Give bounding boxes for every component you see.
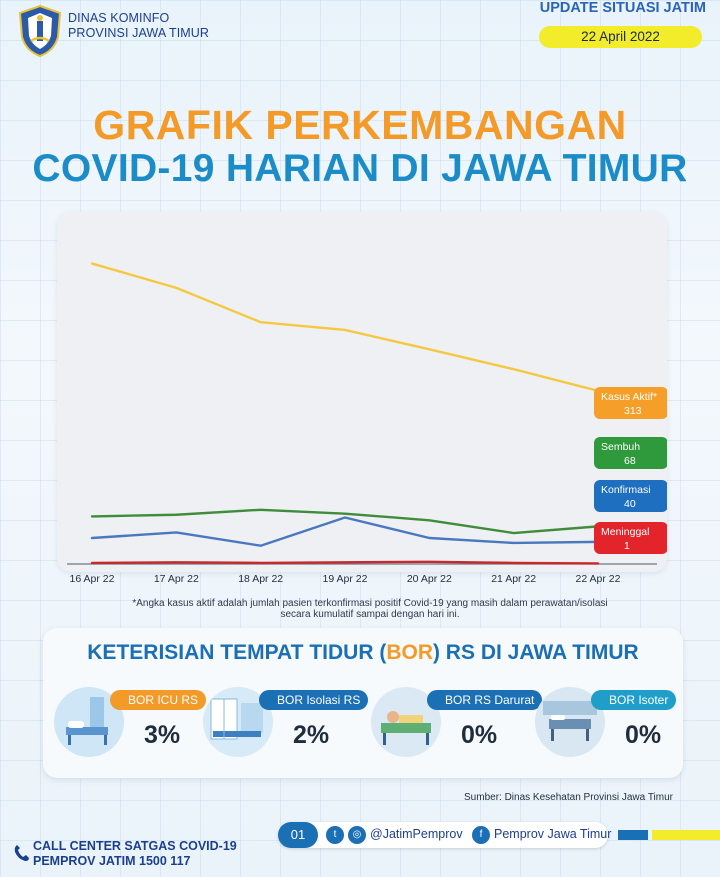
page-number: 01 bbox=[278, 822, 318, 848]
phone-icon bbox=[14, 845, 29, 861]
line-chart: 16 Apr 22 17 Apr 22 18 Apr 22 19 Apr 22 20 A… bbox=[67, 262, 667, 585]
org-line2: PROVINSI JAWA TIMUR bbox=[68, 26, 210, 40]
bor-title: KETERISIAN TEMPAT TIDUR (BOR) RS DI JAWA… bbox=[43, 641, 683, 665]
x-tick-label: 20 Apr 22 bbox=[407, 573, 452, 585]
x-tick-label: 22 Apr 22 bbox=[576, 573, 621, 585]
series-tag-label: Konfirmasi bbox=[601, 484, 651, 496]
series-tag bbox=[594, 480, 667, 512]
bor-value: 2% bbox=[293, 721, 330, 749]
x-tick-label: 18 Apr 22 bbox=[238, 573, 283, 585]
series-line-kasusaktif bbox=[90, 262, 600, 393]
headline-line2: COVID-19 HARIAN DI JAWA TIMUR bbox=[32, 147, 688, 190]
bor-value: 0% bbox=[461, 721, 498, 749]
series-tag bbox=[594, 387, 667, 419]
instagram-icon[interactable]: ◎ bbox=[348, 826, 366, 844]
series-tag-label: Meninggal bbox=[601, 526, 649, 538]
call-center-line2: PEMPROV JATIM 1500 117 bbox=[33, 854, 191, 868]
emergency-bed-icon bbox=[371, 687, 441, 757]
x-tick-label: 17 Apr 22 bbox=[154, 573, 199, 585]
series-tag-value: 1 bbox=[624, 540, 630, 552]
update-date-badge: 22 April 2022 bbox=[539, 26, 702, 48]
bor-value: 3% bbox=[144, 721, 181, 749]
series-line-konfirmasi bbox=[90, 516, 600, 547]
chart-panel: 16 Apr 22 17 Apr 22 18 Apr 22 19 Apr 22 20 A… bbox=[57, 212, 667, 585]
bor-title-post: ) RS DI JAWA TIMUR bbox=[432, 641, 639, 664]
x-tick-label: 21 Apr 22 bbox=[491, 573, 536, 585]
headline-line1: GRAFIK PERKEMBANGAN bbox=[93, 102, 627, 148]
bor-label: BOR ICU RS bbox=[110, 690, 207, 710]
bor-title-pre: KETERISIAN TEMPAT TIDUR ( bbox=[87, 641, 387, 664]
series-tag-label: Kasus Aktif* bbox=[601, 391, 657, 403]
footnote-line1: *Angka kasus aktif adalah jumlah pasien … bbox=[132, 598, 608, 609]
series-tag-value: 40 bbox=[624, 498, 636, 510]
bor-card-isolasi: BOR Isolasi RS 2% bbox=[203, 687, 369, 757]
bor-card-icu: BOR ICU RS 3% bbox=[54, 687, 207, 757]
call-center-line1: CALL CENTER SATGAS COVID-19 bbox=[33, 839, 237, 853]
org-line1: DINAS KOMINFO bbox=[68, 11, 170, 25]
series-tag-value: 68 bbox=[624, 455, 636, 467]
province-logo bbox=[18, 5, 62, 57]
bor-value: 0% bbox=[625, 721, 662, 749]
bor-label: BOR Isoter bbox=[591, 690, 677, 710]
chart-footnote: *Angka kasus aktif adalah jumlah pasien … bbox=[60, 598, 680, 620]
call-center: CALL CENTER SATGAS COVID-19 PEMPROV JATI… bbox=[33, 839, 237, 869]
x-tick-label: 16 Apr 22 bbox=[70, 573, 115, 585]
series-line-meninggal bbox=[90, 560, 600, 565]
series-line-sembuh bbox=[90, 508, 600, 535]
org-name: DINAS KOMINFO PROVINSI JAWA TIMUR bbox=[68, 11, 209, 41]
bor-label: BOR Isolasi RS bbox=[259, 690, 369, 710]
series-tag-value: 313 bbox=[624, 405, 642, 417]
footnote-line2: secara kumulatif sampai dengan hari ini. bbox=[280, 609, 460, 620]
bor-card-darurat: BOR RS Darurat 0% bbox=[371, 687, 543, 757]
series-tag bbox=[594, 522, 667, 554]
social-handle[interactable]: @JatimPemprov bbox=[370, 827, 463, 841]
footer-stripe-blue bbox=[618, 830, 648, 840]
bor-panel: KETERISIAN TEMPAT TIDUR (BOR) RS DI JAWA… bbox=[43, 628, 683, 778]
x-tick-label: 19 Apr 22 bbox=[323, 573, 368, 585]
facebook-icon[interactable]: f bbox=[472, 826, 490, 844]
social-bar: 01 t ◎ @JatimPemprov f Pemprov Jawa Timu… bbox=[278, 822, 612, 848]
icu-bed-icon bbox=[54, 687, 124, 757]
source-note: Sumber: Dinas Kesehatan Provinsi Jawa Ti… bbox=[464, 792, 673, 803]
twitter-icon[interactable]: t bbox=[326, 826, 344, 844]
bor-card-isoter: BOR Isoter 0% bbox=[535, 687, 685, 757]
series-tag-label: Sembuh bbox=[601, 441, 640, 453]
footer-stripe-yellow bbox=[652, 830, 720, 840]
bor-title-highlight: BOR bbox=[386, 641, 433, 664]
bor-label: BOR RS Darurat bbox=[427, 690, 543, 710]
update-title: UPDATE SITUASI JATIM bbox=[539, 0, 706, 16]
series-tag bbox=[594, 437, 667, 469]
facebook-page[interactable]: Pemprov Jawa Timur bbox=[494, 827, 612, 841]
